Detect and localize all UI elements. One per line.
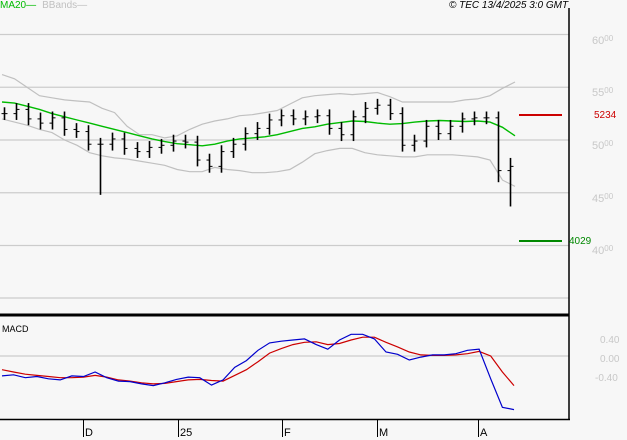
x-axis-label: M — [379, 427, 389, 439]
bband-upper-line — [1, 74, 516, 139]
chart-legend: MA20— BBands— — [0, 0, 87, 11]
legend-ma20: MA20— — [0, 0, 37, 11]
bband-lower-line — [1, 118, 516, 187]
price-axis-label: 6000 — [592, 34, 614, 47]
price-axis-label-decimals: 00 — [604, 244, 614, 253]
legend-bbands: BBands— — [42, 0, 88, 11]
x-axis-label: A — [480, 427, 488, 439]
macd-signal-line — [1, 336, 515, 386]
x-axis-label: D — [85, 427, 93, 439]
price-axis-label-decimals: 00 — [604, 34, 614, 43]
x-axis-label: 25 — [180, 427, 193, 439]
price-axis-label-decimals: 00 — [604, 86, 614, 95]
macd-axis-label: -0.40 — [595, 373, 618, 384]
copyright-timestamp: © TEC 13/4/2025 3:0 GMT — [449, 0, 569, 11]
price-axis-label: 5500 — [592, 86, 614, 99]
macd-panel-title: MACD — [2, 324, 29, 334]
support-level-label: 4029 — [569, 236, 592, 247]
resistance-level-label: 5234 — [594, 110, 617, 121]
x-axis-label: F — [284, 427, 291, 439]
ma20-line — [1, 101, 516, 147]
price-axis-label-decimals: 00 — [604, 139, 614, 148]
price-axis-label: 4000 — [592, 244, 614, 257]
price-axis-label: 5000 — [592, 139, 614, 152]
macd-line — [1, 333, 515, 411]
price-axis-label-decimals: 00 — [604, 192, 614, 201]
price-axis-label: 4500 — [592, 192, 614, 205]
macd-axis-label: 0.40 — [600, 335, 620, 346]
macd-axis-label: 0.00 — [600, 354, 620, 365]
